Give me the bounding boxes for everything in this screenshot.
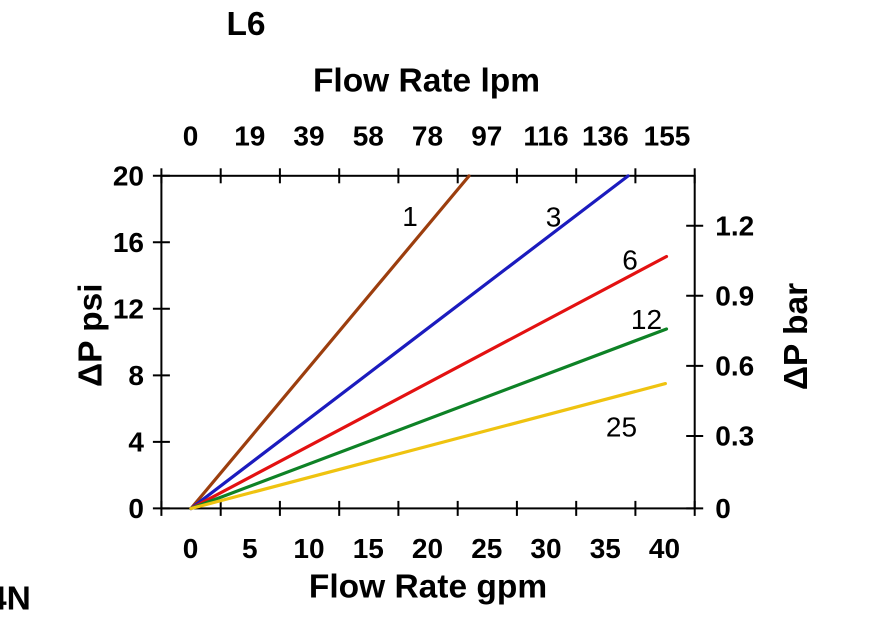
svg-text:5: 5	[242, 533, 258, 564]
svg-text:136: 136	[582, 120, 629, 151]
svg-text:4: 4	[128, 427, 144, 458]
svg-text:Flow Rate gpm: Flow Rate gpm	[309, 568, 547, 605]
svg-text:L6: L6	[226, 6, 265, 43]
svg-text:16: 16	[113, 227, 144, 258]
svg-text:58: 58	[353, 120, 384, 151]
svg-text:4N: 4N	[0, 581, 31, 618]
svg-text:35: 35	[590, 533, 621, 564]
svg-text:40: 40	[649, 533, 680, 564]
svg-text:116: 116	[523, 120, 568, 151]
svg-text:10: 10	[293, 533, 324, 564]
svg-text:0.9: 0.9	[715, 281, 754, 312]
svg-text:0: 0	[715, 493, 731, 524]
svg-text:ΔP bar: ΔP bar	[778, 283, 815, 390]
svg-text:0: 0	[183, 120, 199, 151]
svg-text:6: 6	[622, 245, 638, 276]
svg-text:ΔP psi: ΔP psi	[73, 283, 110, 387]
svg-text:20: 20	[412, 533, 443, 564]
svg-text:19: 19	[234, 120, 265, 151]
svg-text:0.6: 0.6	[715, 351, 754, 382]
svg-text:0: 0	[183, 533, 199, 564]
svg-text:3: 3	[546, 202, 562, 233]
svg-text:1: 1	[402, 201, 418, 232]
svg-text:97: 97	[471, 120, 502, 151]
svg-text:30: 30	[530, 533, 561, 564]
svg-text:78: 78	[412, 120, 443, 151]
svg-text:155: 155	[644, 120, 691, 151]
svg-text:0.3: 0.3	[715, 421, 754, 452]
svg-text:25: 25	[606, 412, 637, 443]
svg-text:12: 12	[631, 304, 662, 335]
svg-text:1.2: 1.2	[715, 211, 754, 242]
svg-text:8: 8	[128, 360, 144, 391]
svg-text:20: 20	[113, 161, 144, 192]
svg-text:12: 12	[113, 293, 144, 324]
svg-text:39: 39	[293, 120, 324, 151]
svg-text:25: 25	[471, 533, 502, 564]
svg-text:0: 0	[128, 493, 144, 524]
svg-text:15: 15	[353, 533, 384, 564]
svg-text:Flow Rate lpm: Flow Rate lpm	[313, 62, 540, 99]
